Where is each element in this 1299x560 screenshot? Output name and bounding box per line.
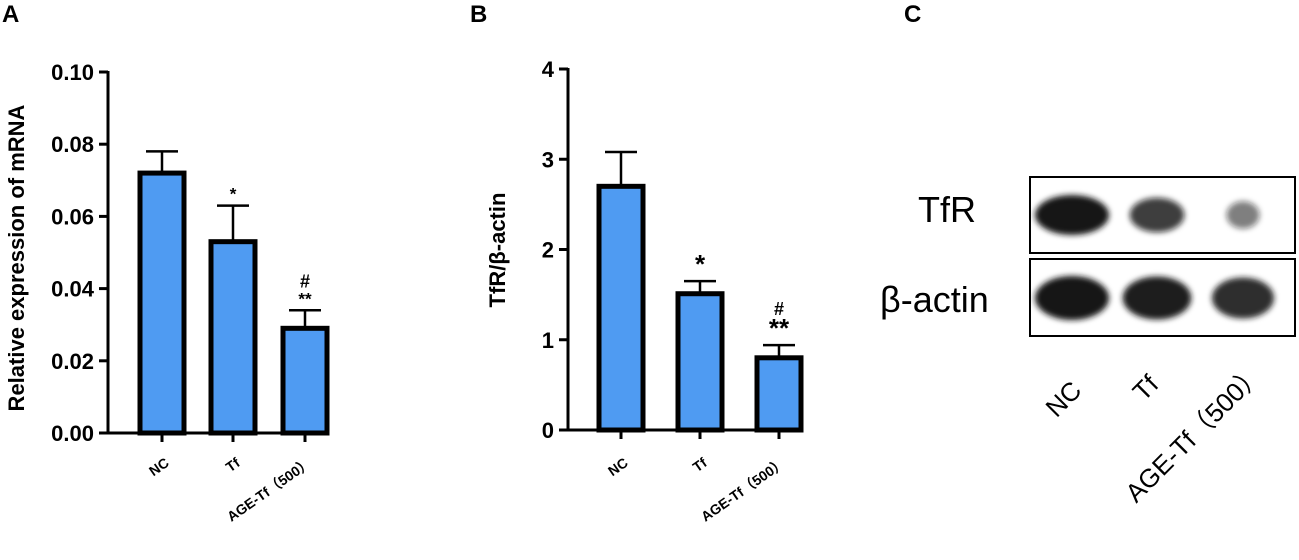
category-label: NC xyxy=(605,454,631,479)
bar-0 xyxy=(596,183,646,433)
western-blot: TfR β-actin NC Tf AGE-Tf（500） xyxy=(880,176,1296,508)
chart-a-ylabel: Relative expression of mRNA xyxy=(4,104,29,411)
y-tick-label: 3 xyxy=(542,147,554,172)
bar-2 xyxy=(280,325,330,436)
panel-letter-c: C xyxy=(904,1,921,28)
significance-marker: # xyxy=(300,271,310,291)
bar-0 xyxy=(137,170,187,436)
significance-marker: * xyxy=(695,249,706,279)
category-label: Tf xyxy=(690,454,710,475)
blot-band xyxy=(1226,201,1260,229)
blot-row-label-tfr: TfR xyxy=(918,189,976,230)
y-tick-label: 0.06 xyxy=(51,204,94,229)
y-tick-label: 1 xyxy=(542,328,554,353)
chart-b: TfR/β-actin 0 1 2 3 4 NC * Tf **# AGE-Tf（500） xyxy=(485,57,804,525)
y-tick-label: 0.10 xyxy=(51,60,94,85)
blot-band xyxy=(1035,276,1109,320)
panel-letter-a: A xyxy=(2,1,19,28)
lane-label-tf: Tf xyxy=(1127,368,1165,406)
lane-label-nc: NC xyxy=(1039,375,1087,423)
y-tick-label: 0.08 xyxy=(51,132,94,157)
blot-band xyxy=(1035,195,1109,235)
blot-row-label-actin: β-actin xyxy=(880,279,989,320)
significance-marker: ** xyxy=(769,313,790,343)
category-label: Tf xyxy=(223,454,243,475)
bar-1 xyxy=(675,291,725,433)
y-tick-label: 0.02 xyxy=(51,349,94,374)
significance-marker: ** xyxy=(298,289,312,308)
y-tick-label: 2 xyxy=(542,238,554,263)
blot-band xyxy=(1122,276,1192,320)
bar-1 xyxy=(208,239,258,436)
y-tick-label: 0 xyxy=(542,418,554,443)
panel-letter-b: B xyxy=(470,1,487,28)
y-tick-label: 0.04 xyxy=(51,277,95,302)
chart-b-ylabel: TfR/β-actin xyxy=(485,193,510,308)
category-label: NC xyxy=(146,454,172,479)
blot-band xyxy=(1211,277,1275,319)
chart-a: Relative expression of mRNA 0.00 0.02 0.04… xyxy=(4,60,330,525)
y-tick-label: 0.00 xyxy=(51,421,94,446)
y-tick-label: 4 xyxy=(542,57,555,82)
category-label: AGE-Tf（500） xyxy=(698,454,789,524)
blot-band xyxy=(1129,197,1185,233)
bar-2 xyxy=(754,355,804,433)
significance-marker: # xyxy=(774,299,784,319)
significance-marker: * xyxy=(230,185,237,204)
